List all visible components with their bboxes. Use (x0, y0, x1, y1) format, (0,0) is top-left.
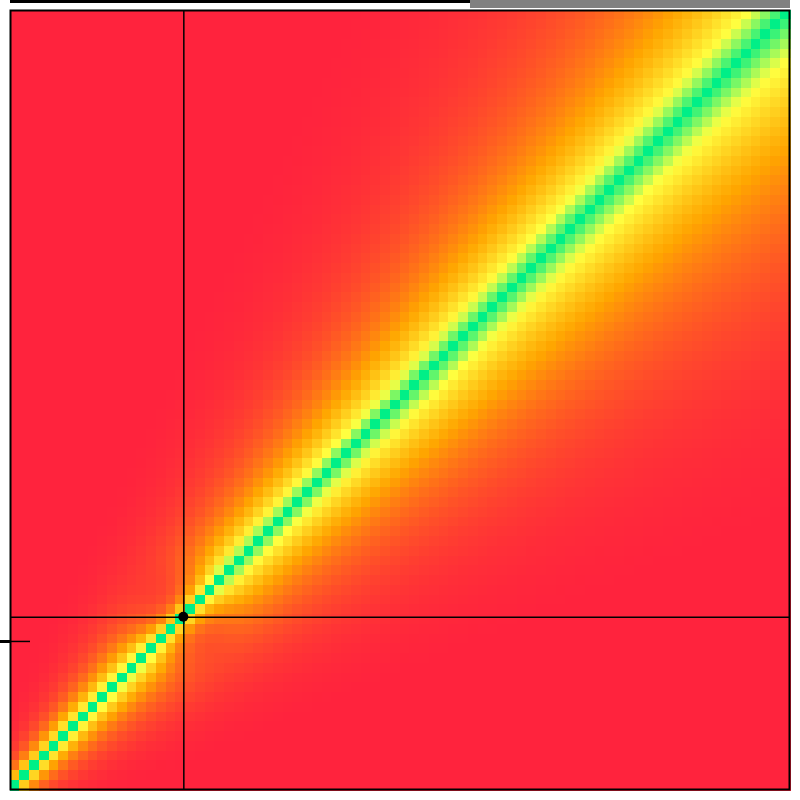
chart-container (0, 0, 800, 800)
heatmap-canvas (0, 0, 800, 800)
top-gray-bar (470, 0, 790, 8)
